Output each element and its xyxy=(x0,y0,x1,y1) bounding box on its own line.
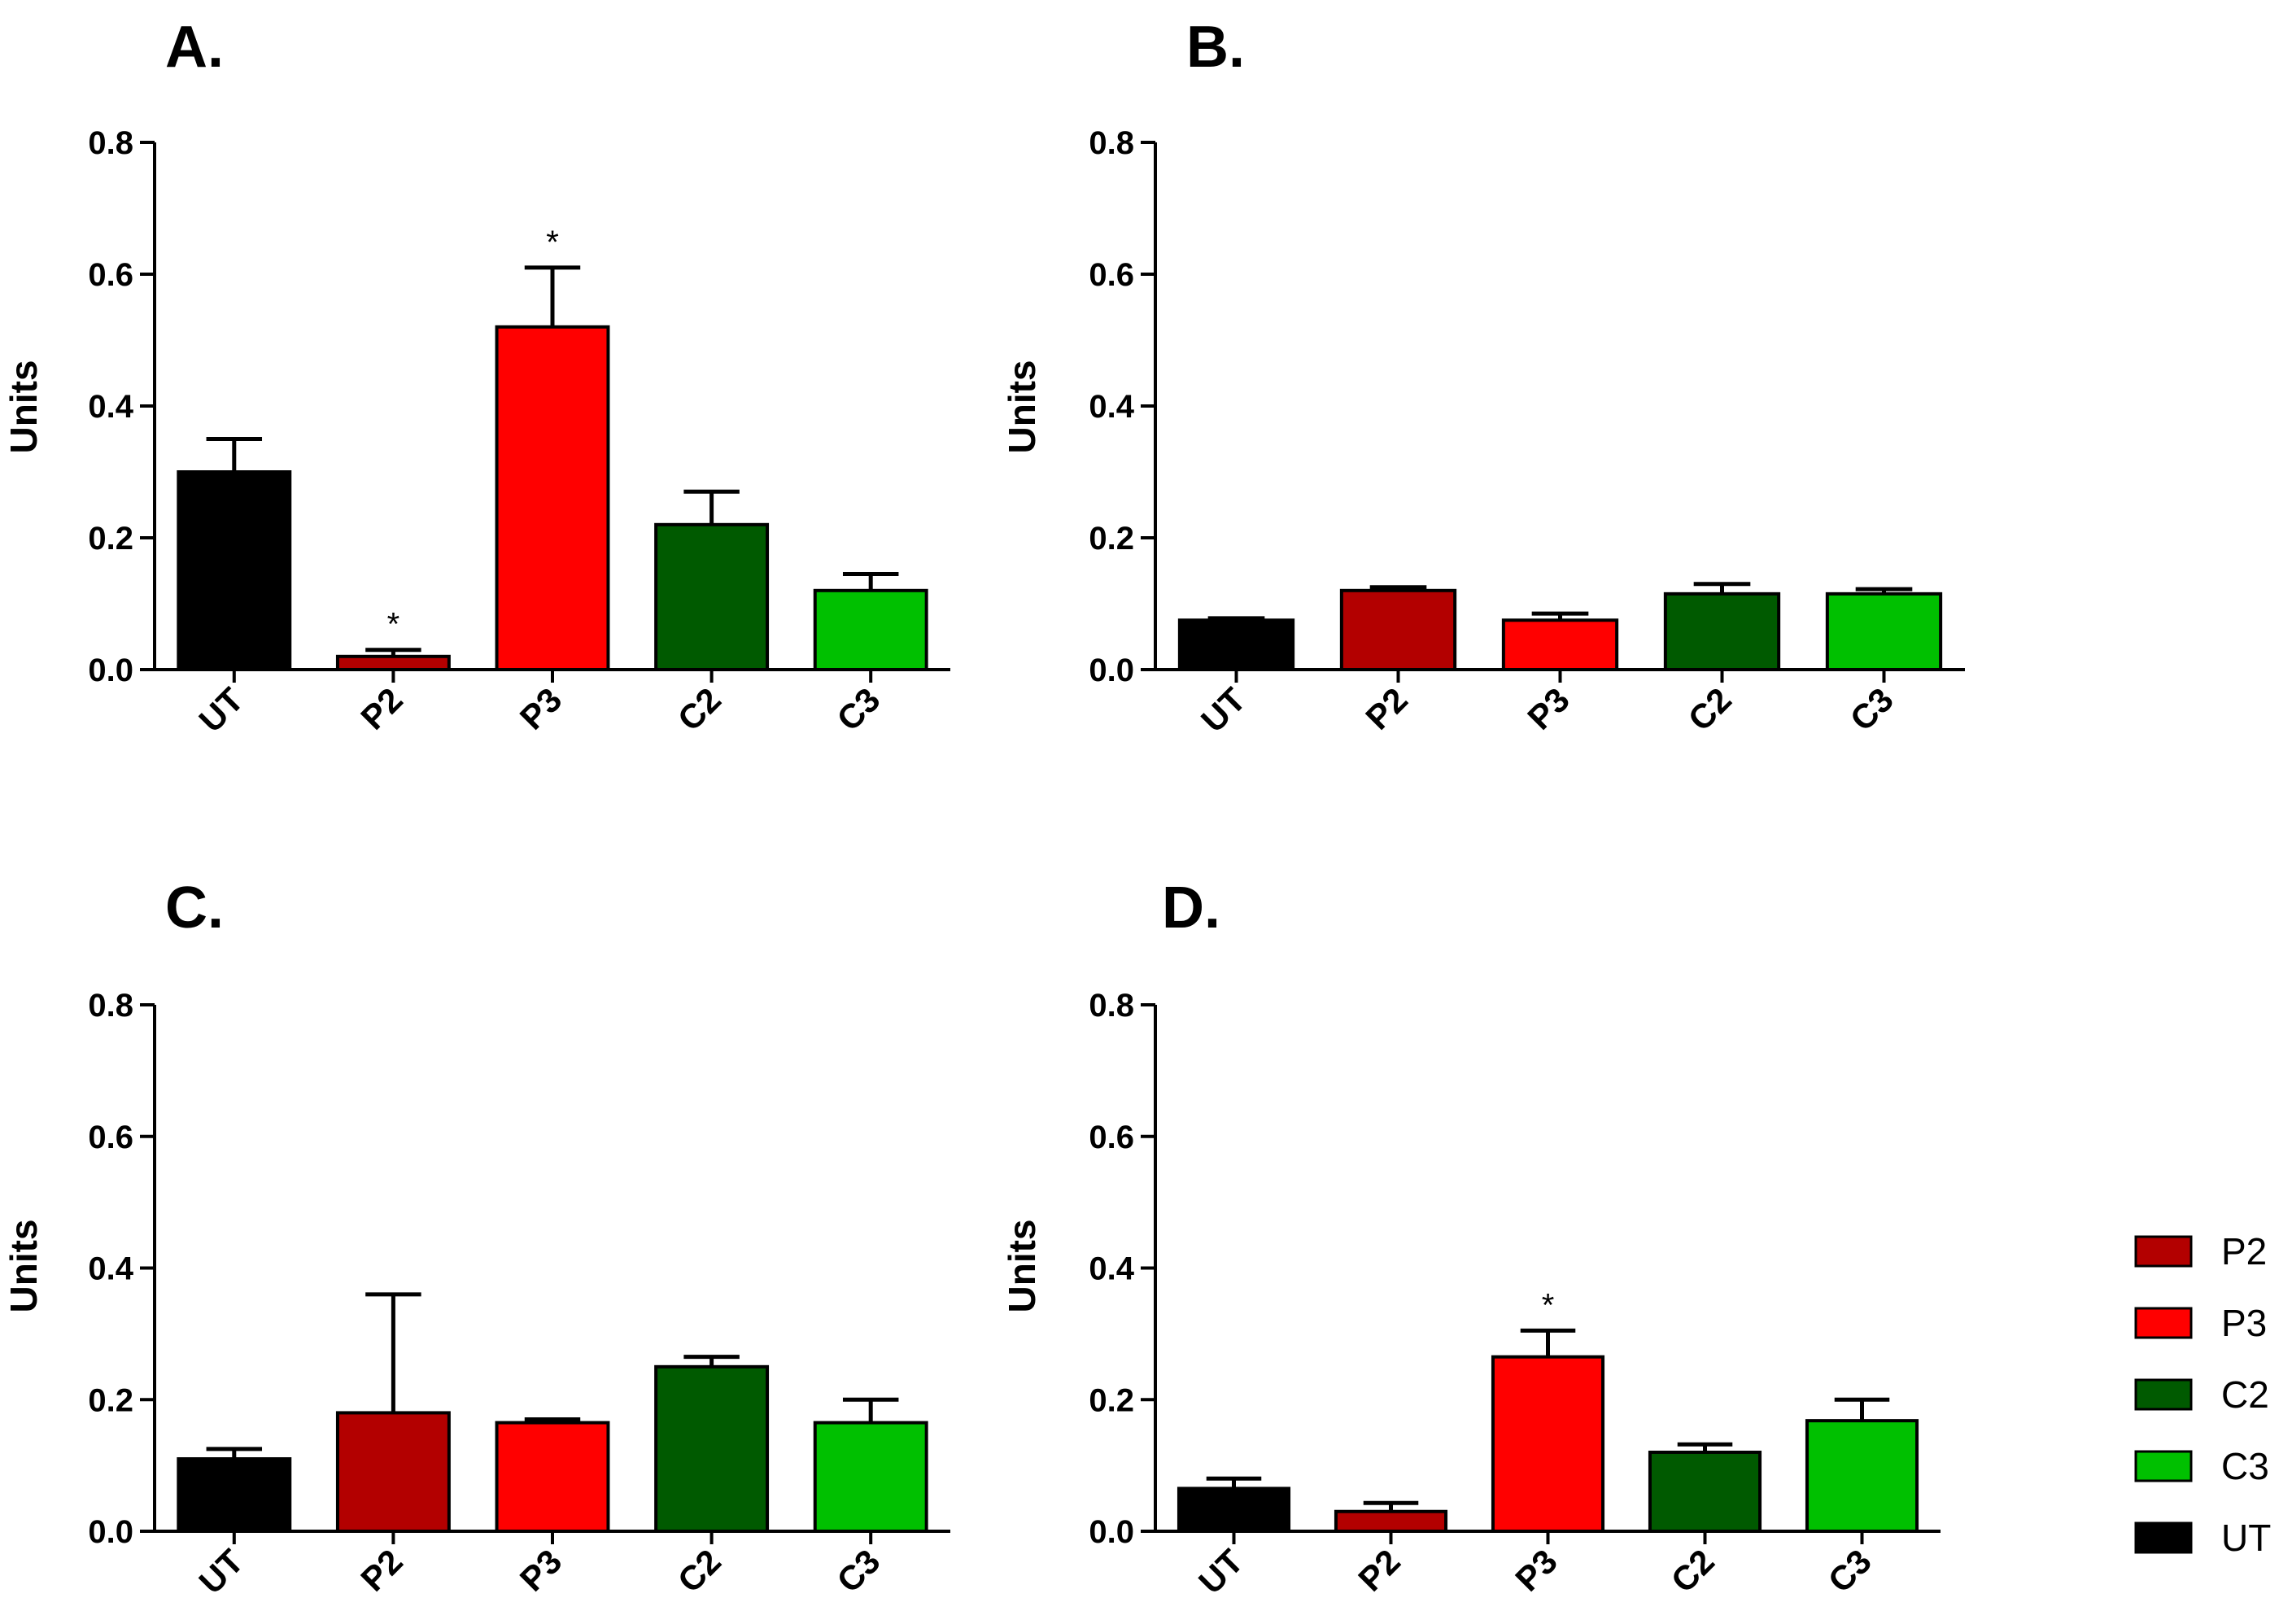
legend-item-c3: C3 xyxy=(2134,1445,2269,1487)
y-tick-label: 0.0 xyxy=(1089,653,1134,688)
y-tick-label: 0.8 xyxy=(88,125,133,161)
y-tick-label: 0.8 xyxy=(1089,988,1134,1024)
significance-star: * xyxy=(387,607,400,643)
y-tick-label: 0.4 xyxy=(88,389,133,425)
legend-swatch-c2 xyxy=(2134,1378,2193,1411)
bar-p2 xyxy=(1339,588,1457,671)
chart-panel-0: A. Units 0.0 0.2 0.4 0.6 0.8 UT * P2 * P3 C2 C3 xyxy=(2,15,950,740)
legend-swatch-ut xyxy=(2134,1521,2193,1554)
x-tick-label-c3: C3 xyxy=(829,680,887,738)
bar-c3 xyxy=(813,588,928,671)
bar-p2 xyxy=(1334,1509,1448,1534)
y-axis-title: Units xyxy=(2,360,45,454)
legend-item-p2: P2 xyxy=(2134,1230,2267,1273)
y-axis-title: Units xyxy=(1001,1220,1043,1313)
y-tick-label: 0.2 xyxy=(88,1382,133,1418)
y-tick-label: 0.2 xyxy=(1089,521,1134,557)
panel-letter: D. xyxy=(1162,875,1220,941)
y-tick-label: 0.2 xyxy=(1089,1382,1134,1418)
y-tick-label: 0.4 xyxy=(88,1251,133,1287)
legend-label: P2 xyxy=(2221,1230,2267,1273)
significance-star: * xyxy=(1542,1287,1555,1323)
x-tick-label-ut: UT xyxy=(191,1542,251,1601)
x-tick-label-ut: UT xyxy=(1191,1542,1251,1601)
x-tick-label-p3: P3 xyxy=(513,680,570,737)
bar-p3 xyxy=(495,1421,610,1534)
legend-label: C2 xyxy=(2221,1373,2269,1416)
y-tick-label: 0.6 xyxy=(88,257,133,293)
bar-c3 xyxy=(813,1421,928,1534)
x-tick-label-p3: P3 xyxy=(1520,680,1577,737)
panel-letter: B. xyxy=(1186,15,1245,80)
y-tick-label: 0.4 xyxy=(1089,1251,1134,1287)
x-tick-label-p2: P2 xyxy=(353,680,410,737)
bar-p3 xyxy=(495,325,610,671)
x-tick-label-c2: C2 xyxy=(670,1542,728,1600)
bar-c3 xyxy=(1825,592,1943,671)
x-tick-label-c2: C2 xyxy=(670,680,728,738)
x-tick-label-c2: C2 xyxy=(1681,680,1739,738)
y-tick-label: 0.0 xyxy=(1089,1514,1134,1550)
bar-ut xyxy=(1177,1486,1291,1534)
bar-ut xyxy=(177,470,292,671)
legend-item-c2: C2 xyxy=(2134,1373,2269,1416)
bar-ut xyxy=(1177,618,1295,671)
y-tick-label: 0.8 xyxy=(1089,125,1134,161)
panel-letter: C. xyxy=(165,875,224,941)
panels: A. Units 0.0 0.2 0.4 0.6 0.8 UT * P2 * P3 C2 C3 B. Unit… xyxy=(2,15,1965,1601)
bar-ut xyxy=(177,1457,292,1533)
x-tick-label-p2: P2 xyxy=(353,1542,410,1599)
y-axis-title: Units xyxy=(2,1220,45,1313)
panel-letter: A. xyxy=(165,15,224,80)
legend-label: C3 xyxy=(2221,1445,2269,1487)
x-tick-label-c2: C2 xyxy=(1664,1542,1722,1600)
legend-item-p3: P3 xyxy=(2134,1302,2267,1344)
bar-p3 xyxy=(1501,618,1619,671)
bar-p3 xyxy=(1491,1355,1605,1534)
x-tick-label-c3: C3 xyxy=(1843,680,1901,738)
legend: P2 P3 C2 C3 UT xyxy=(2134,1230,2271,1559)
x-tick-label-ut: UT xyxy=(191,680,251,740)
y-tick-label: 0.2 xyxy=(88,521,133,557)
x-tick-label-p3: P3 xyxy=(1508,1542,1565,1599)
x-tick-label-ut: UT xyxy=(1194,680,1253,740)
legend-label: UT xyxy=(2221,1517,2271,1559)
x-tick-label-c3: C3 xyxy=(1821,1542,1879,1600)
bar-p2 xyxy=(335,654,451,671)
y-tick-label: 0.6 xyxy=(1089,1120,1134,1155)
legend-item-ut: UT xyxy=(2134,1517,2271,1559)
x-tick-label-p3: P3 xyxy=(513,1542,570,1599)
y-tick-label: 0.8 xyxy=(88,988,133,1024)
bar-c2 xyxy=(654,522,770,671)
bar-c2 xyxy=(1648,1450,1762,1533)
y-axis-title: Units xyxy=(1001,360,1043,454)
chart-panel-1: B. Units 0.0 0.2 0.4 0.6 0.8 UT P2 P3 C2 C3 xyxy=(1001,15,1965,740)
y-tick-label: 0.0 xyxy=(88,653,133,688)
significance-star: * xyxy=(546,225,559,260)
legend-swatch-c3 xyxy=(2134,1450,2193,1482)
legend-swatch-p2 xyxy=(2134,1235,2193,1268)
bar-c3 xyxy=(1805,1419,1919,1533)
y-tick-label: 0.4 xyxy=(1089,389,1134,425)
x-tick-label-c3: C3 xyxy=(829,1542,887,1600)
y-tick-label: 0.6 xyxy=(88,1120,133,1155)
x-tick-label-p2: P2 xyxy=(1358,680,1415,737)
bar-c2 xyxy=(654,1364,770,1533)
y-tick-label: 0.6 xyxy=(1089,257,1134,293)
legend-swatch-p3 xyxy=(2134,1307,2193,1339)
chart-panel-2: C. Units 0.0 0.2 0.4 0.6 0.8 UT P2 P3 C2 C3 xyxy=(2,875,950,1601)
bar-c2 xyxy=(1663,592,1781,671)
x-tick-label-p2: P2 xyxy=(1351,1542,1408,1599)
bar-p2 xyxy=(335,1411,451,1534)
legend-label: P3 xyxy=(2221,1302,2267,1344)
chart-panel-3: D. Units 0.0 0.2 0.4 0.6 0.8 UT P2 * P3 C2 C3 xyxy=(1001,875,1941,1601)
y-tick-label: 0.0 xyxy=(88,1514,133,1550)
